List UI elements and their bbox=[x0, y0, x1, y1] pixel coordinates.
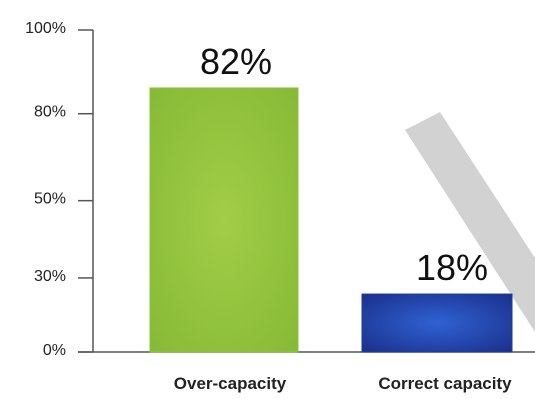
watermark-stroke bbox=[405, 112, 535, 332]
y-tick-label: 30% bbox=[34, 268, 66, 285]
y-tick-label: 80% bbox=[34, 104, 66, 121]
y-tick-label: 0% bbox=[43, 342, 66, 359]
data-label: 18% bbox=[416, 247, 488, 288]
data-label: 82% bbox=[200, 41, 272, 82]
bar-over-capacity bbox=[149, 87, 299, 353]
category-label: Correct capacity bbox=[378, 374, 512, 393]
category-label: Over-capacity bbox=[174, 374, 287, 393]
bar-correct-capacity bbox=[361, 293, 513, 353]
y-tick-label: 100% bbox=[25, 20, 66, 37]
y-tick-label: 50% bbox=[34, 191, 66, 208]
